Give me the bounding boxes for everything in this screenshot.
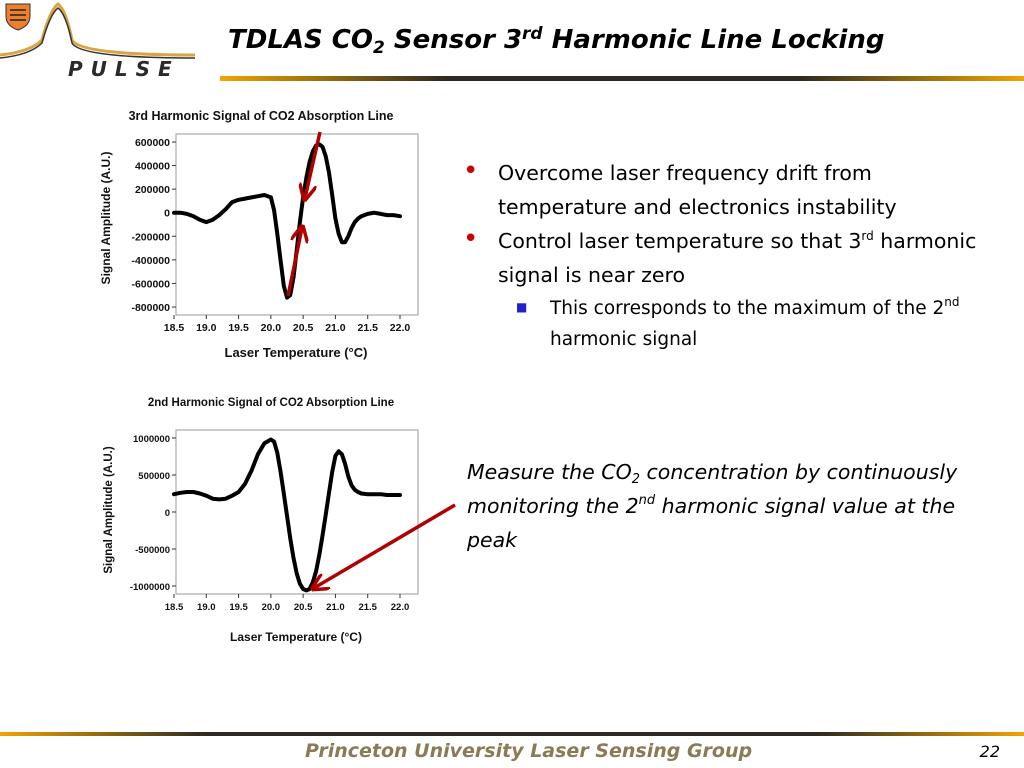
y-tick-label: 0 [165, 508, 170, 519]
footer-text: Princeton University Laser Sensing Group [305, 740, 753, 762]
x-tick-label: 21.5 [358, 602, 377, 613]
princeton-shield-icon [5, 3, 31, 31]
slide-title: TDLAS CO2 Sensor 3rd Harmonic Line Locki… [228, 24, 885, 58]
y-tick-label: -600000 [131, 278, 170, 290]
y-tick-label: 1000000 [133, 434, 170, 445]
x-tick-label: 19.5 [228, 322, 249, 334]
square-bullet-icon: ■ [516, 300, 528, 314]
sub-bullet-item: ■ This corresponds to the maximum of the… [466, 293, 1006, 355]
x-tick-label: 18.5 [164, 322, 185, 334]
x-tick-label: 18.5 [165, 602, 184, 613]
x-tick-label: 19.0 [196, 322, 217, 334]
y-tick-label: -500000 [135, 545, 170, 556]
y-tick-label: 400000 [135, 161, 170, 173]
bullet-dot-icon: • [463, 224, 479, 254]
x-tick-label: 20.5 [293, 322, 314, 334]
bullet-item: • Overcome laser frequency drift from te… [463, 156, 897, 219]
series-line [172, 437, 402, 593]
x-tick-label: 21.0 [325, 322, 346, 334]
x-tick-label: 22.0 [390, 322, 411, 334]
footer-rule [0, 732, 1024, 736]
x-tick-label: 21.0 [326, 602, 345, 613]
y-tick-label: -1000000 [130, 582, 170, 593]
y-axis-label: Signal Amplitude (A.U.) [99, 152, 113, 285]
page-number: 22 [979, 742, 1000, 761]
bullet-item: • Control laser temperature so that 3rd … [463, 224, 977, 287]
y-tick-label: 500000 [138, 471, 170, 482]
second-harmonic-chart: 2nd Harmonic Signal of CO2 Absorption Li… [103, 397, 419, 644]
chart-title: 2nd Harmonic Signal of CO2 Absorption Li… [148, 397, 394, 409]
x-tick-label: 21.5 [357, 322, 378, 334]
bullet-dot-icon: • [463, 156, 479, 186]
x-axis-label: Laser Temperature (°C) [230, 630, 362, 644]
y-tick-label: 600000 [135, 137, 170, 149]
measure-statement: Measure the CO2 concentration by continu… [467, 460, 958, 552]
x-tick-label: 20.0 [262, 602, 281, 613]
pulse-wave-icon [0, 2, 196, 57]
series-line [172, 142, 402, 300]
y-tick-label: -200000 [131, 231, 170, 243]
bullet-list: • Overcome laser frequency drift from te… [463, 156, 1006, 355]
x-tick-label: 20.5 [294, 602, 313, 613]
x-tick-label: 22.0 [391, 602, 410, 613]
y-tick-label: -400000 [131, 255, 170, 267]
x-tick-label: 19.5 [229, 602, 248, 613]
plot-frame [175, 133, 419, 316]
y-tick-label: -800000 [131, 302, 170, 314]
x-tick-label: 19.0 [197, 602, 216, 613]
title-rule [220, 76, 1024, 81]
y-axis-label: Signal Amplitude (A.U.) [103, 446, 115, 574]
y-tick-label: 200000 [135, 184, 170, 196]
chart-title: 3rd Harmonic Signal of CO2 Absorption Li… [129, 109, 394, 123]
logo-text: PULSE [68, 57, 180, 80]
pulse-logo: PULSE [0, 2, 196, 80]
x-axis-label: Laser Temperature (°C) [225, 345, 368, 360]
x-tick-label: 20.0 [261, 322, 282, 334]
third-harmonic-chart: 3rd Harmonic Signal of CO2 Absorption Li… [99, 109, 419, 360]
y-tick-label: 0 [164, 208, 170, 220]
